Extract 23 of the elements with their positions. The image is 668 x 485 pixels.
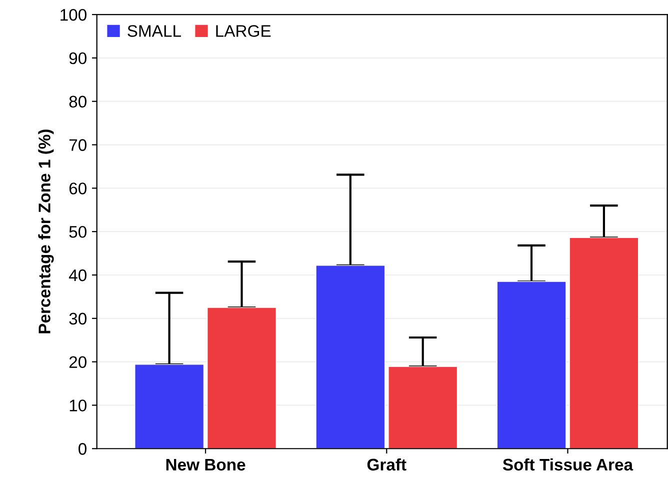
y-tick-label: 70 — [69, 139, 86, 151]
legend-label: SMALL — [128, 25, 181, 37]
bar — [569, 237, 639, 449]
bar — [206, 307, 276, 449]
y-tick-label: 90 — [69, 52, 86, 64]
y-tick-label: 0 — [78, 443, 86, 455]
legend-label: LARGE — [216, 25, 271, 37]
y-axis-title: Percentage for Zone 1 (%) — [38, 130, 54, 334]
y-tick-label: 100 — [60, 8, 86, 21]
x-tick-label: Graft — [367, 458, 406, 471]
y-tick-label: 40 — [68, 269, 86, 282]
y-tick-label: 60 — [69, 182, 86, 194]
y-tick-label: 20 — [69, 356, 86, 368]
bar — [496, 281, 566, 449]
x-tick-label: New Bone — [166, 458, 246, 471]
bar — [134, 364, 204, 449]
bar — [316, 265, 386, 449]
y-tick-label: 10 — [70, 400, 86, 412]
y-tick-label: 30 — [69, 312, 86, 325]
x-tick-label: Soft Tissue Area — [502, 458, 634, 471]
bar — [388, 366, 458, 449]
y-tick-label: 50 — [69, 226, 86, 238]
y-tick-label: 80 — [69, 96, 86, 108]
